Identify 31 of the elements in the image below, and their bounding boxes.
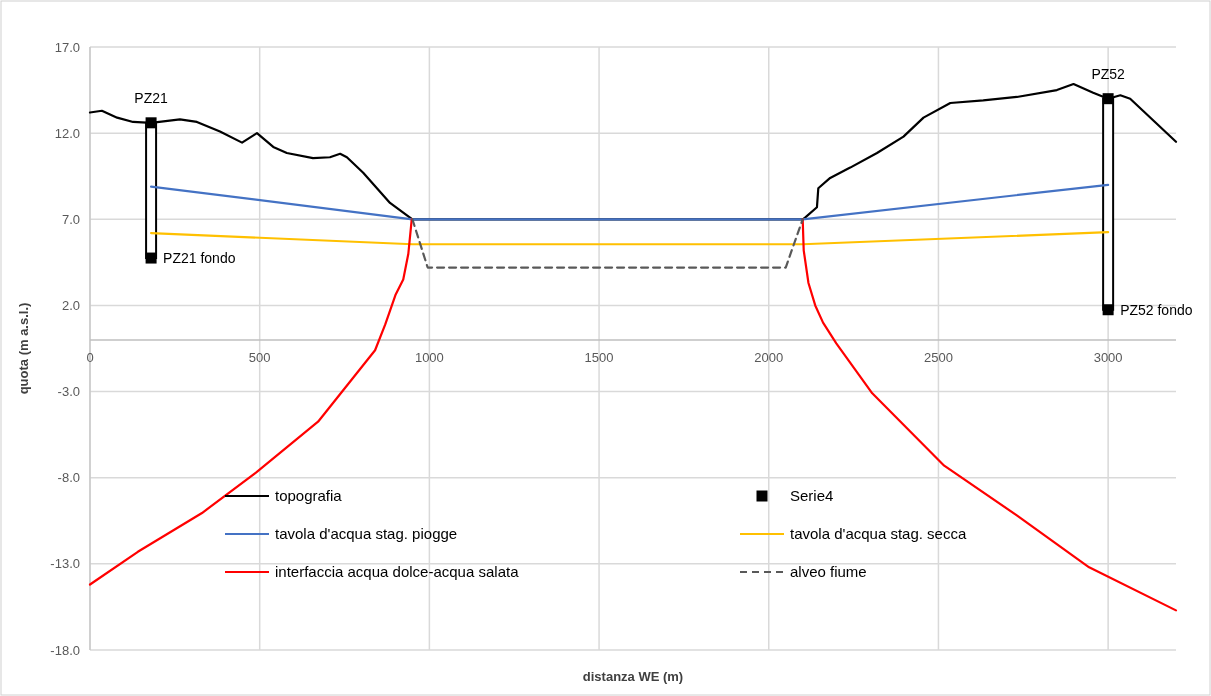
legend-label: topografia [275,487,343,505]
annotation: PZ52 [1091,65,1126,82]
annotation: PZ21 [134,89,169,106]
x-tick-label: 0 [86,349,94,365]
x-tick-label: 1500 [584,349,614,365]
legend-label: tavola d'acqua stag. piogge [275,525,458,543]
x-tick-label: 2000 [754,349,784,365]
y-tick-label: 12.0 [54,125,80,141]
point [145,252,157,264]
point [1102,93,1114,105]
x-tick-label: 3000 [1093,349,1123,365]
y-tick-label: -8.0 [57,470,80,486]
x-axis-title: distanza WE (m) [582,669,684,684]
legend-label: alveo fiume [790,563,867,581]
y-axis-title: quota (m a.s.l.) [16,302,31,395]
legend-label: tavola d'acqua stag. secca [790,525,967,543]
x-tick-label: 500 [248,349,271,365]
y-tick-label: 17.0 [54,39,80,55]
annotation: PZ52 fondo [1120,301,1193,318]
y-tick-label: 2.0 [61,297,80,313]
legend-label: Serie4 [790,487,834,505]
x-tick-label: 2500 [923,349,953,365]
point [145,117,157,129]
annotation: PZ21 fondo [163,250,236,267]
y-tick-label: -18.0 [50,642,80,658]
y-tick-label: -3.0 [57,384,80,400]
legend-label: interfaccia acqua dolce-acqua salata [275,563,520,581]
point [1102,304,1114,316]
y-tick-label: -13.0 [50,556,80,572]
x-tick-label: 1000 [414,349,444,365]
y-tick-label: 7.0 [61,211,80,227]
